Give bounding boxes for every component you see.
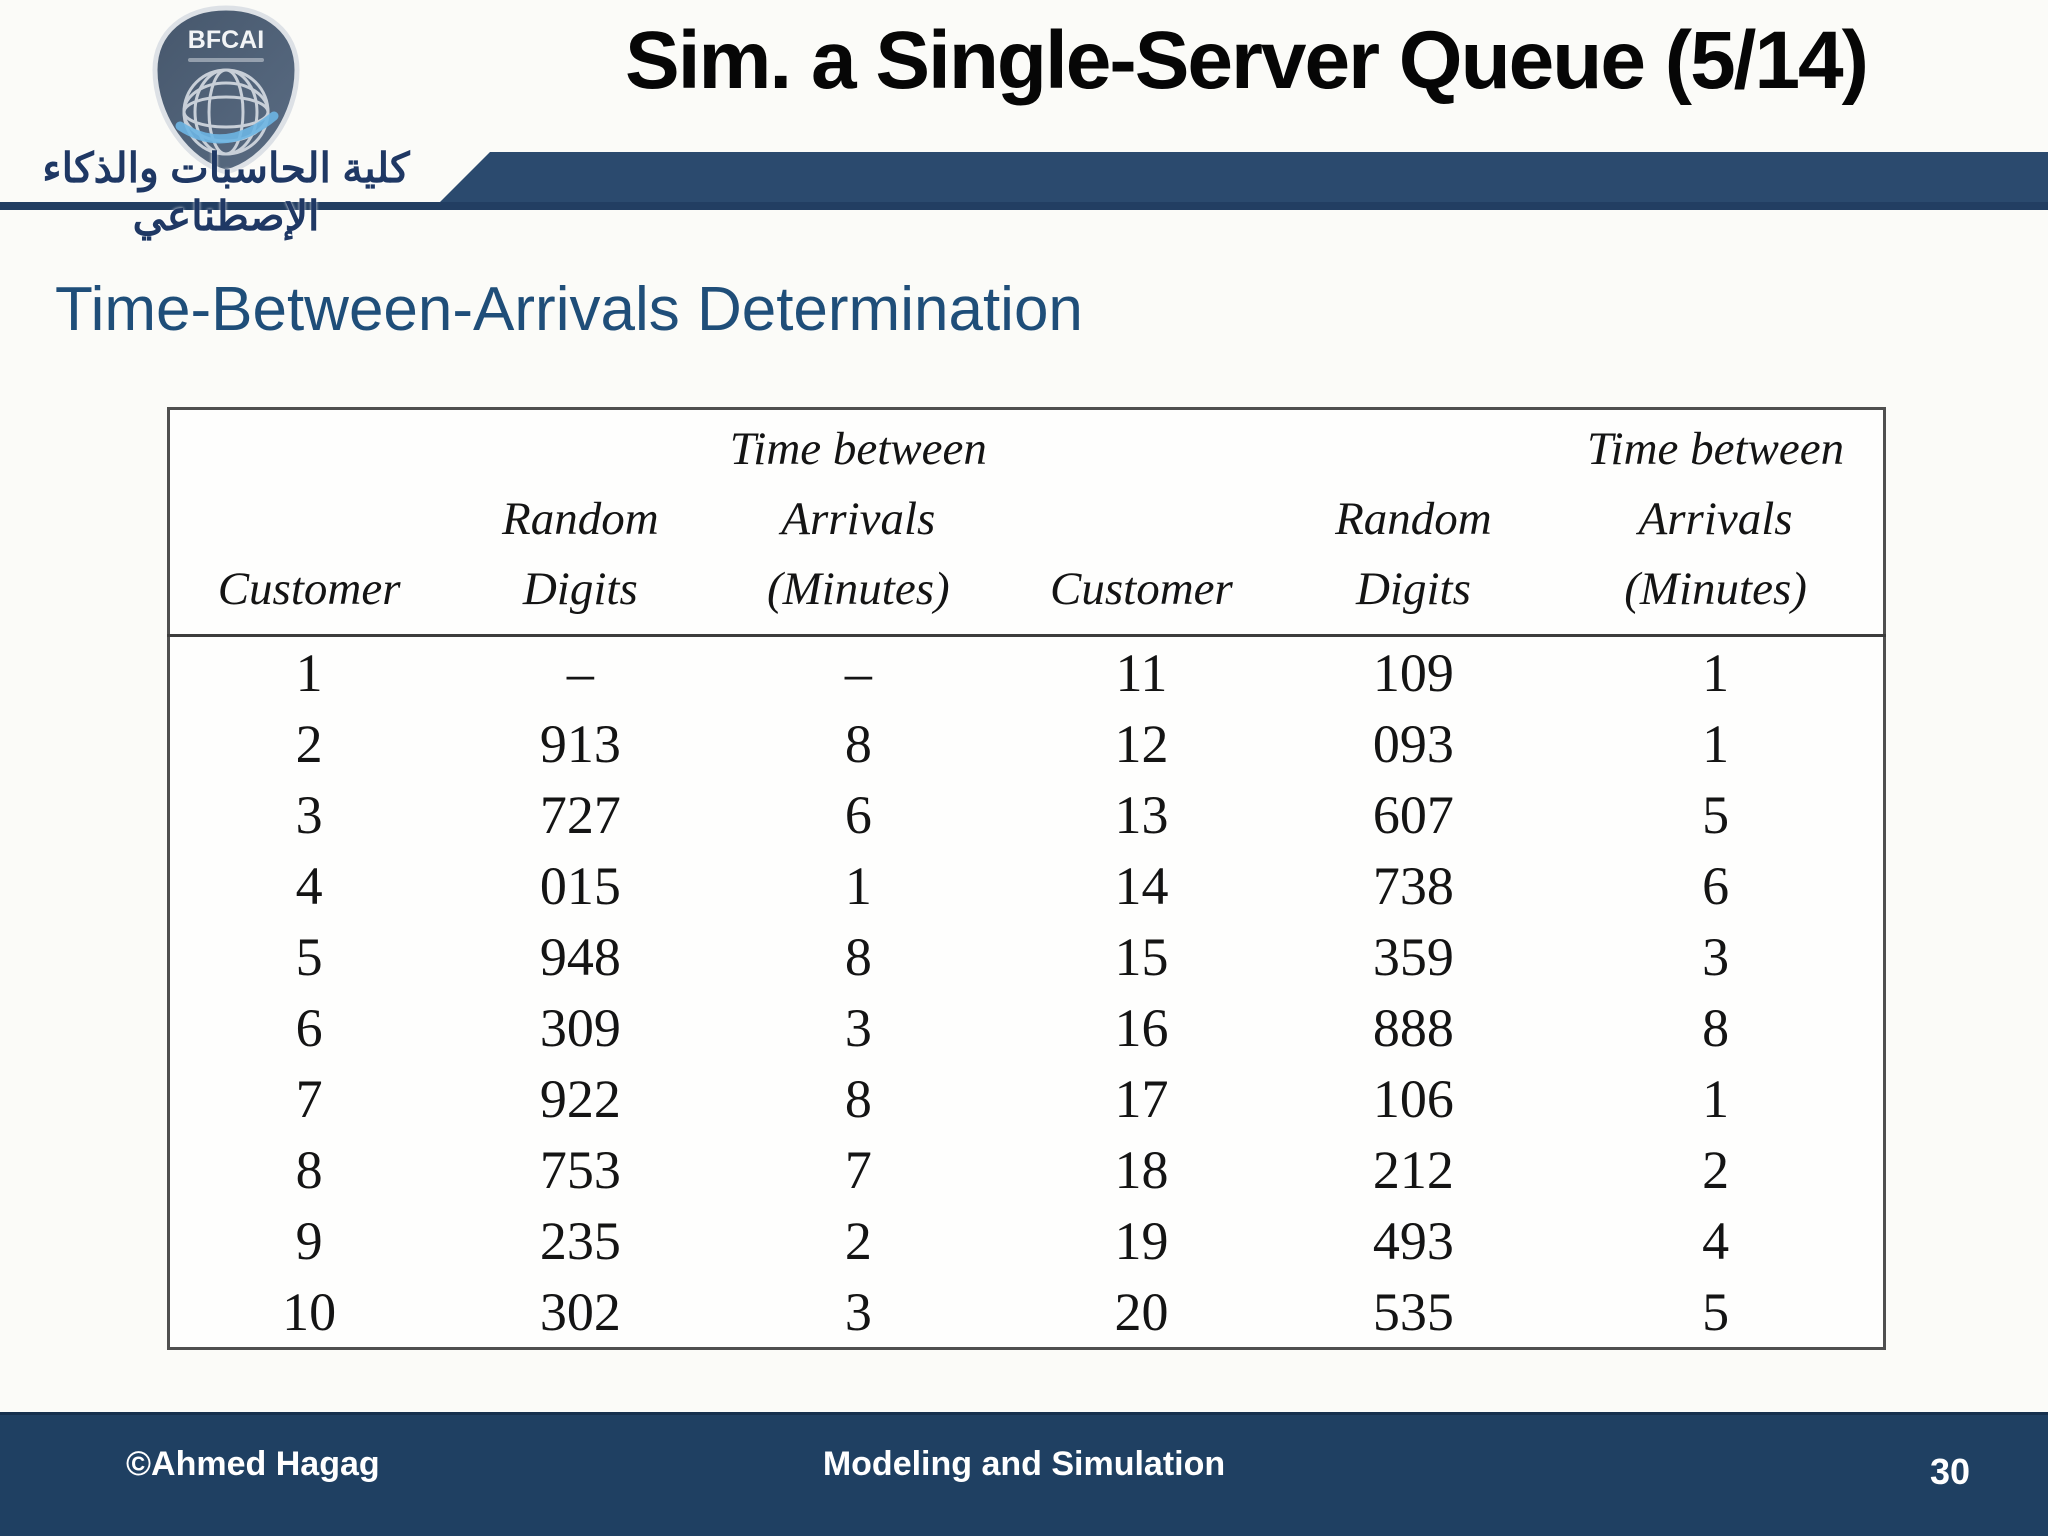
table-cell: 5: [1702, 784, 1730, 845]
slide-title: Sim. a Single-Server Queue (5/14): [625, 15, 1869, 106]
header-underline: [0, 202, 2048, 210]
col-header-customer-right: Customer: [1004, 408, 1279, 637]
table-cell: 3: [844, 997, 872, 1058]
table-cell: 8: [844, 1068, 872, 1129]
col-header-time-between-right: Time between Arrivals (Minutes): [1548, 408, 1885, 637]
col-header-random-digits-left: Random Digits: [448, 408, 713, 637]
footer-course-title: Modeling and Simulation: [822, 1445, 1226, 1483]
col-header-random-digits-right: Random Digits: [1278, 408, 1549, 637]
table-cell: 738: [1372, 855, 1454, 916]
table-cell: 6: [844, 784, 872, 845]
table-cell: 5: [1702, 1281, 1730, 1342]
footer-bar: ©Ahmed Hagag Modeling and Simulation 30: [0, 1412, 2048, 1536]
table-cell: 607: [1372, 784, 1454, 845]
logo-wordmark: BFCAI: [188, 26, 264, 54]
table-cell: 8: [844, 713, 872, 774]
table-cell: 093: [1372, 713, 1454, 774]
table-cell: –: [844, 642, 872, 703]
table-cell: 15: [1114, 926, 1169, 987]
table-row: 2 913 8 12 093 1: [169, 708, 1885, 779]
table-row: 1 – – 11 109 1: [169, 636, 1885, 709]
col-header-customer-left: Customer: [168, 408, 449, 637]
table-cell: 4: [1702, 1210, 1730, 1271]
table-cell: 14: [1114, 855, 1169, 916]
table-row: 5 948 8 15 359 3: [169, 921, 1885, 992]
table-cell: 11: [1115, 642, 1168, 703]
table-cell: 17: [1114, 1068, 1169, 1129]
table-cell: 20: [1114, 1281, 1169, 1342]
table-cell: 13: [1114, 784, 1169, 845]
table-row: 10 302 3 20 535 5: [169, 1276, 1885, 1349]
table-cell: 922: [539, 1068, 621, 1129]
table-cell: 8: [844, 926, 872, 987]
table-row: 3 727 6 13 607 5: [169, 779, 1885, 850]
table-cell: 1: [295, 642, 323, 703]
arrivals-table: Customer Random Digits Time between Arri…: [167, 407, 1886, 1350]
table-cell: 727: [539, 784, 621, 845]
table-cell: 212: [1372, 1139, 1454, 1200]
table-cell: 16: [1114, 997, 1169, 1058]
table-cell: 3: [295, 784, 323, 845]
logo-tagline-line: [188, 58, 264, 62]
table-cell: 888: [1372, 997, 1454, 1058]
col-header-time-between-left: Time between Arrivals (Minutes): [712, 408, 1005, 637]
table-cell: 015: [539, 855, 621, 916]
table-row: 8 753 7 18 212 2: [169, 1134, 1885, 1205]
table-cell: 235: [539, 1210, 621, 1271]
table-cell: 309: [539, 997, 621, 1058]
table-cell: 18: [1114, 1139, 1169, 1200]
globe-icon: [182, 68, 270, 156]
table-cell: 9: [295, 1210, 323, 1271]
table-cell: 2: [295, 713, 323, 774]
table-cell: 5: [295, 926, 323, 987]
table-cell: 106: [1372, 1068, 1454, 1129]
table-cell: 4: [295, 855, 323, 916]
table-cell: 3: [1702, 926, 1730, 987]
slide-number: 30: [1929, 1451, 1970, 1492]
header-bar: [440, 152, 2048, 202]
table-cell: 948: [539, 926, 621, 987]
table-cell: 7: [295, 1068, 323, 1129]
table-cell: 6: [295, 997, 323, 1058]
table-cell: 8: [1702, 997, 1730, 1058]
footer-author: ©Ahmed Hagag: [126, 1445, 380, 1483]
table-row: 4 015 1 14 738 6: [169, 850, 1885, 921]
globe-swoosh: [175, 111, 279, 144]
faculty-name-arabic: كلية الحاسبات والذكاء الإصطناعي: [42, 145, 410, 239]
table-cell: 359: [1372, 926, 1454, 987]
table-cell: 8: [295, 1139, 323, 1200]
table-header-row: Customer Random Digits Time between Arri…: [168, 408, 1885, 637]
arrivals-table-wrap: Customer Random Digits Time between Arri…: [167, 407, 1886, 1350]
table-cell: 6: [1702, 855, 1730, 916]
table-cell: 1: [1702, 1068, 1730, 1129]
table-row: 7 922 8 17 106 1: [169, 1063, 1885, 1134]
table-cell: 493: [1372, 1210, 1454, 1271]
table-cell: 2: [844, 1210, 872, 1271]
table-cell: 535: [1372, 1281, 1454, 1342]
table-cell: 913: [539, 713, 621, 774]
table-cell: 12: [1114, 713, 1169, 774]
table-cell: 19: [1114, 1210, 1169, 1271]
table-cell: 753: [539, 1139, 621, 1200]
table-cell: 1: [1702, 642, 1730, 703]
table-cell: 7: [844, 1139, 872, 1200]
table-cell: 3: [844, 1281, 872, 1342]
section-heading: Time-Between-Arrivals Determination: [55, 275, 1083, 344]
table-cell: 302: [539, 1281, 621, 1342]
table-row: 9 235 2 19 493 4: [169, 1205, 1885, 1276]
table-cell: 1: [844, 855, 872, 916]
table-row: 6 309 3 16 888 8: [169, 992, 1885, 1063]
table-cell: 1: [1702, 713, 1730, 774]
table-cell: 10: [282, 1281, 337, 1342]
bfcai-logo: BFCAI: [152, 5, 300, 175]
table-cell: 2: [1702, 1139, 1730, 1200]
table-cell: –: [566, 642, 594, 703]
table-cell: 109: [1372, 642, 1454, 703]
